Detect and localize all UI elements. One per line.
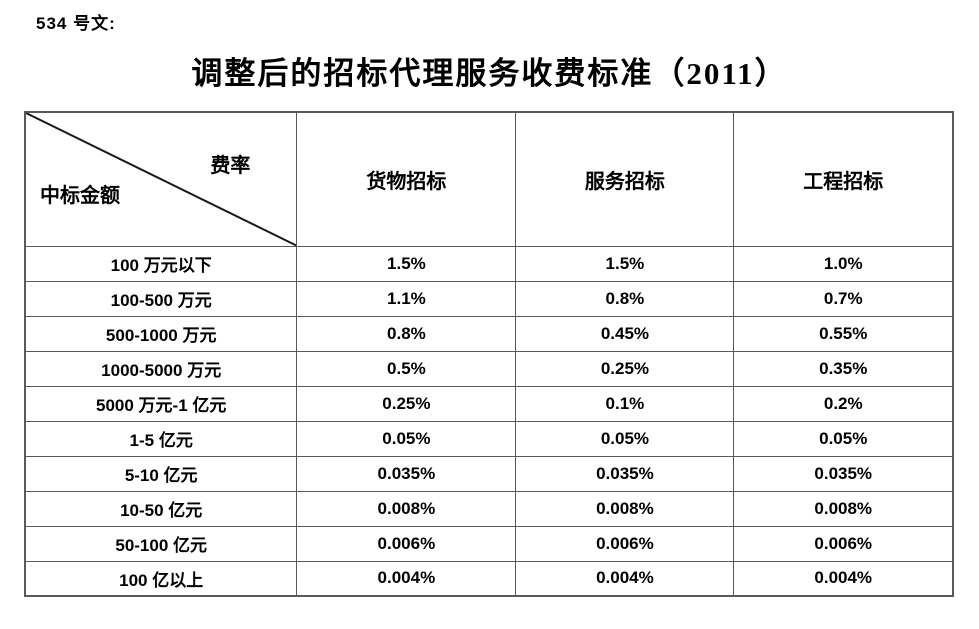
rate-cell: 0.006% [296, 525, 517, 562]
rate-cell: 0.05% [733, 420, 954, 457]
row-label-amount-range: 100 亿以上 [24, 560, 298, 597]
rate-cell: 0.45% [515, 315, 735, 352]
row-label-amount-range: 10-50 亿元 [24, 490, 298, 527]
rate-cell: 0.035% [296, 455, 517, 492]
rate-cell: 0.1% [515, 385, 735, 422]
column-header-goods: 货物招标 [296, 111, 517, 247]
rate-cell: 0.25% [515, 350, 735, 387]
corner-label-rate: 费率 [210, 155, 251, 177]
table-row: 1-5 亿元 0.05% 0.05% 0.05% [24, 420, 954, 457]
rate-cell: 0.8% [296, 315, 517, 352]
rate-cell: 1.0% [733, 245, 954, 282]
table-row: 100 亿以上 0.004% 0.004% 0.004% [24, 560, 954, 597]
rate-cell: 0.006% [515, 525, 735, 562]
table-header: 费率 中标金额 货物招标 服务招标 工程招标 [24, 111, 954, 247]
row-label-amount-range: 5000 万元-1 亿元 [24, 385, 298, 422]
rate-cell: 0.05% [515, 420, 735, 457]
rate-cell: 1.5% [296, 245, 517, 282]
row-label-amount-range: 500-1000 万元 [24, 315, 298, 352]
rate-cell: 0.008% [296, 490, 517, 527]
table-row: 50-100 亿元 0.006% 0.006% 0.006% [24, 525, 954, 562]
rate-cell: 0.8% [515, 280, 735, 317]
table-row: 1000-5000 万元 0.5% 0.25% 0.35% [24, 350, 954, 387]
rate-cell: 0.004% [515, 560, 735, 597]
rate-cell: 0.5% [296, 350, 517, 387]
rate-cell: 1.5% [515, 245, 735, 282]
rate-cell: 0.05% [296, 420, 517, 457]
column-header-engineering: 工程招标 [733, 111, 954, 247]
row-label-amount-range: 50-100 亿元 [24, 525, 298, 562]
row-label-amount-range: 5-10 亿元 [24, 455, 298, 492]
table-row: 5-10 亿元 0.035% 0.035% 0.035% [24, 455, 954, 492]
table-row: 100 万元以下 1.5% 1.5% 1.0% [24, 245, 954, 282]
fee-table: 费率 中标金额 货物招标 服务招标 工程招标 100 万元以下 1.5% 1.5% 1… [24, 111, 954, 597]
rate-cell: 0.035% [515, 455, 735, 492]
row-label-amount-range: 1000-5000 万元 [24, 350, 298, 387]
table-row: 5000 万元-1 亿元 0.25% 0.1% 0.2% [24, 385, 954, 422]
rate-cell: 0.008% [733, 490, 954, 527]
page-title: 调整后的招标代理服务收费标准（2011） [191, 56, 788, 91]
rate-cell: 0.55% [733, 315, 954, 352]
rate-cell: 0.2% [733, 385, 954, 422]
diagonal-divider-line [26, 113, 296, 246]
table-row: 100-500 万元 1.1% 0.8% 0.7% [24, 280, 954, 317]
rate-cell: 0.008% [515, 490, 735, 527]
rate-cell: 0.035% [733, 455, 954, 492]
row-label-amount-range: 100-500 万元 [24, 280, 298, 317]
column-header-services: 服务招标 [515, 111, 735, 247]
row-label-amount-range: 100 万元以下 [24, 245, 298, 282]
rate-cell: 0.004% [296, 560, 517, 597]
table-row: 500-1000 万元 0.8% 0.45% 0.55% [24, 315, 954, 352]
table-row: 10-50 亿元 0.008% 0.008% 0.008% [24, 490, 954, 527]
rate-cell: 0.004% [733, 560, 954, 597]
rate-cell: 0.006% [733, 525, 954, 562]
rate-cell: 1.1% [296, 280, 517, 317]
corner-label-bid-amount: 中标金额 [40, 184, 120, 207]
rate-cell: 0.35% [733, 350, 954, 387]
header-row: 费率 中标金额 货物招标 服务招标 工程招标 [24, 111, 954, 247]
rate-cell: 0.25% [296, 385, 517, 422]
rate-cell: 0.7% [733, 280, 954, 317]
table-body: 100 万元以下 1.5% 1.5% 1.0% 100-500 万元 1.1% 0.8% 0.… [24, 245, 954, 597]
doc-number: 534 号文: [36, 14, 116, 33]
corner-header-cell: 费率 中标金额 [24, 111, 298, 247]
row-label-amount-range: 1-5 亿元 [24, 420, 298, 457]
